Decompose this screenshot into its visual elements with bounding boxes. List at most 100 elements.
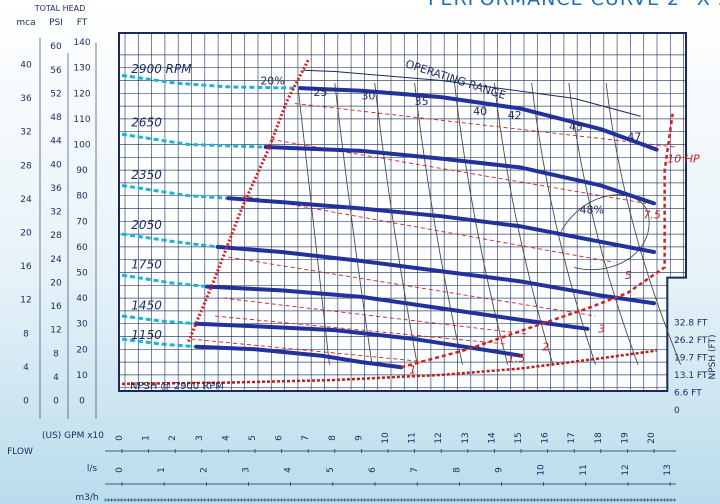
mca-tick: 36 — [20, 94, 32, 104]
chart-title: PERFORMANCE CURVE 2" X 2" — [428, 0, 720, 10]
psi-tick: 16 — [50, 302, 62, 312]
efficiency-label: 48% — [580, 204, 604, 217]
efficiency-48-contour — [560, 194, 650, 271]
npsh-tick: 13.1 FT — [674, 371, 708, 381]
speed-curve — [194, 321, 523, 358]
ft-tick: 130 — [73, 64, 90, 74]
gpm-tick: 20 — [647, 432, 657, 444]
gpm-tick: 11 — [408, 432, 418, 443]
power-line — [191, 338, 428, 363]
npsh-tick: 0 — [674, 406, 680, 416]
rpm-label: 1450 — [131, 299, 162, 313]
speed-curve-extension — [121, 183, 229, 200]
curves — [121, 59, 682, 386]
npsh-tick: 6.6 FT — [674, 389, 702, 399]
gpm-tick: 2 — [168, 435, 178, 441]
efficiency-label: 30 — [361, 90, 375, 103]
ls-tick: 7 — [410, 467, 420, 473]
mca-tick: 16 — [20, 262, 32, 272]
speed-curve — [205, 284, 590, 331]
ft-tick: 70 — [76, 217, 88, 227]
power-label: 1 — [409, 364, 416, 377]
efficiency-label: 40 — [473, 105, 487, 118]
speed-curve-extension — [121, 132, 266, 149]
psi-tick: 52 — [50, 89, 61, 99]
mca-tick: 8 — [23, 329, 29, 339]
ls-tick: 0 — [115, 467, 125, 473]
psi-tick: 12 — [50, 326, 61, 336]
speed-curve-extension — [121, 273, 208, 289]
gpm-tick: 16 — [541, 432, 551, 444]
ls-tick: 3 — [241, 467, 251, 473]
gpm-tick: 9 — [354, 435, 364, 441]
ls-tick: 2 — [199, 467, 209, 473]
ft-tick: 0 — [79, 397, 85, 407]
psi-header: PSI — [49, 18, 63, 28]
psi-tick: 8 — [53, 349, 59, 359]
gpm-tick: 1 — [142, 435, 152, 441]
speed-curve-extension — [121, 314, 197, 326]
mca-tick: 4 — [23, 363, 29, 373]
speed-curve-extension — [121, 232, 218, 249]
ls-tick: 5 — [326, 467, 336, 473]
speed-curve-extension — [121, 337, 197, 349]
psi-tick: 4 — [53, 373, 59, 383]
ls-tick: 1 — [157, 467, 167, 473]
operating-range-line — [302, 69, 641, 117]
head-header: TOTAL HEAD — [34, 4, 86, 13]
speed-curve — [263, 145, 656, 206]
efficiency-label: 45 — [569, 120, 583, 133]
ft-tick: 100 — [73, 141, 90, 151]
ft-tick: 40 — [76, 294, 88, 304]
psi-tick: 32 — [50, 208, 61, 218]
ls-tick: 6 — [368, 467, 378, 473]
gpm-tick: 5 — [248, 435, 258, 441]
efficiency-label: 47 — [627, 131, 641, 144]
m3h-unit-label: m3/h — [75, 493, 98, 503]
ls-tick: 12 — [621, 464, 631, 475]
efficiency-contour — [493, 83, 554, 365]
ft-tick: 20 — [76, 345, 88, 355]
mca-tick: 40 — [20, 61, 32, 71]
ls-tick: 10 — [537, 464, 547, 476]
speed-curve — [215, 244, 656, 306]
gpm-tick: 12 — [434, 432, 444, 443]
ft-tick: 10 — [76, 371, 88, 381]
rpm-label: 2050 — [131, 218, 162, 232]
mca-tick: 12 — [20, 296, 31, 306]
ls-tick: 4 — [284, 467, 294, 473]
efficiency-limit-line — [187, 59, 310, 343]
hp-limit-line — [400, 113, 674, 369]
gpm-tick: 13 — [461, 432, 471, 443]
efficiency-contour — [414, 83, 463, 365]
speed-curve-extension — [121, 73, 301, 90]
ft-tick: 60 — [76, 243, 88, 253]
gpm-tick: 3 — [195, 435, 205, 441]
ft-tick: 140 — [73, 38, 90, 48]
gpm-unit-label: (US) GPM x10 — [42, 431, 104, 441]
npsh-axis-label: NPSH (FT) — [708, 334, 718, 379]
npsh-tick: 32.8 FT — [674, 319, 708, 329]
power-line — [241, 195, 615, 263]
gpm-tick: 17 — [567, 432, 577, 443]
rpm-label: 2350 — [131, 168, 162, 182]
ft-tick: 110 — [73, 115, 90, 125]
rpm-label: 1150 — [131, 328, 162, 342]
gpm-tick: 19 — [620, 432, 630, 444]
psi-tick: 20 — [50, 278, 62, 288]
psi-tick: 0 — [53, 397, 59, 407]
power-label: 5 — [625, 269, 632, 282]
psi-tick: 56 — [50, 66, 62, 76]
power-label: 10 HP — [667, 152, 700, 165]
npsh-curve — [121, 349, 657, 386]
mca-tick: 24 — [20, 195, 32, 205]
gpm-tick: 8 — [328, 435, 338, 441]
psi-tick: 40 — [50, 160, 62, 170]
psi-tick: 24 — [50, 255, 62, 265]
efficiency-label: 35 — [415, 95, 429, 108]
psi-tick: 60 — [50, 42, 62, 52]
ft-tick: 90 — [76, 166, 88, 176]
npsh-tick: 26.2 FT — [674, 336, 708, 346]
